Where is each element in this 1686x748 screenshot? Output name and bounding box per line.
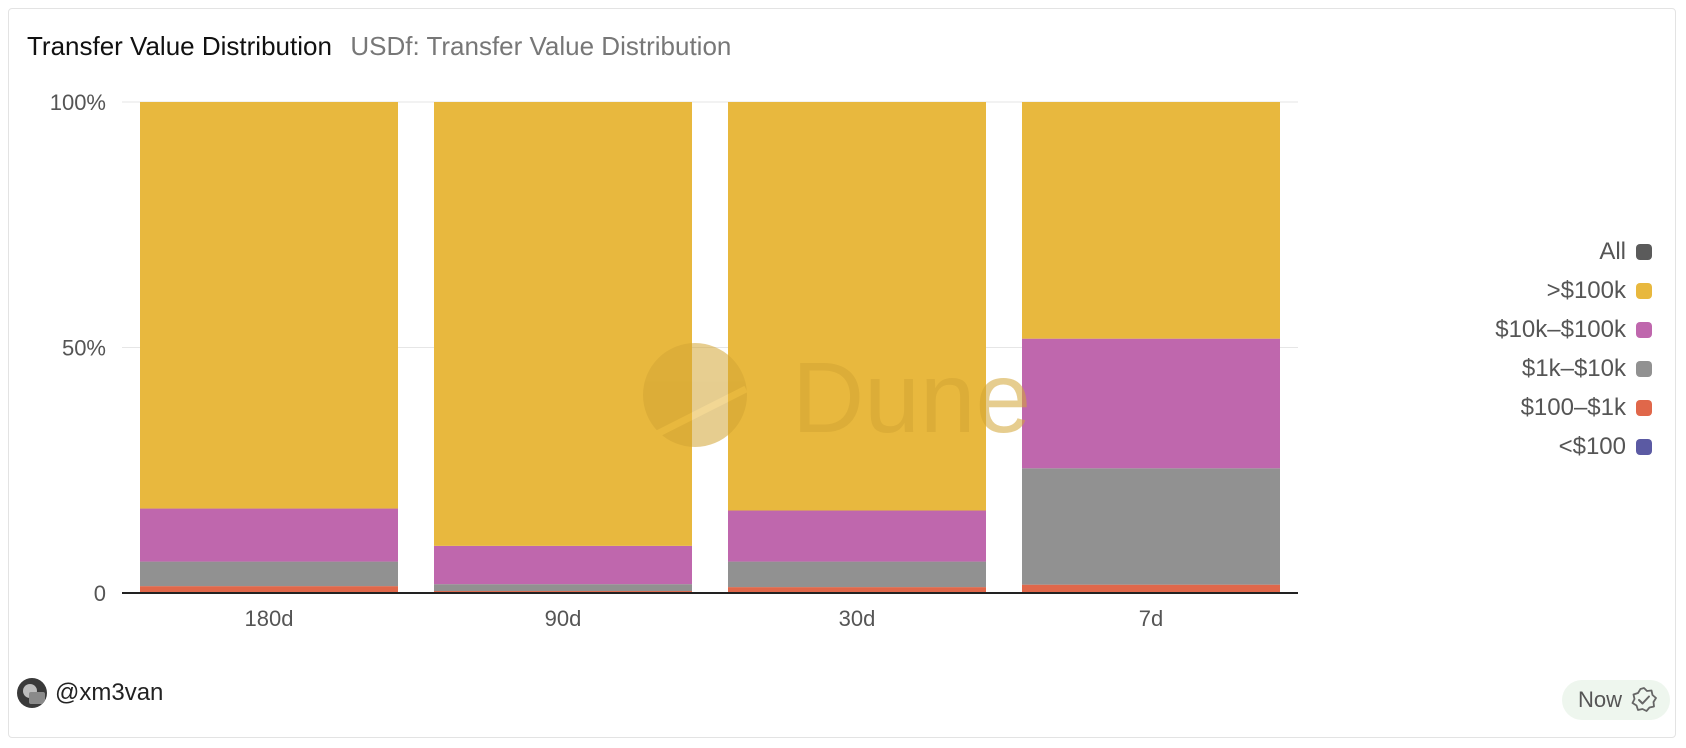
chart-legend: All >$100k $10k–$100k $1k–$10k $100–$1k <$100 — [1495, 232, 1652, 466]
username[interactable]: @xm3van — [55, 679, 164, 706]
dune-logo-icon — [643, 343, 747, 447]
bar-segment — [728, 102, 986, 511]
x-tick-label: 7d — [1139, 606, 1163, 631]
dune-logo-stroke — [653, 385, 748, 439]
legend-label: $10k–$100k — [1495, 315, 1626, 343]
legend-item[interactable]: $10k–$100k — [1495, 310, 1652, 349]
avatar[interactable] — [17, 678, 47, 708]
dune-watermark: Dune — [643, 342, 1031, 454]
bar-segment — [1022, 468, 1280, 585]
legend-item[interactable]: $100–$1k — [1495, 388, 1652, 427]
legend-swatch — [1636, 282, 1652, 299]
x-tick-label: 180d — [245, 606, 294, 631]
legend-label: $1k–$10k — [1521, 354, 1626, 382]
chart-title: Transfer Value Distribution — [27, 31, 332, 61]
legend-item[interactable]: $1k–$10k — [1495, 349, 1652, 388]
badge-label: Now — [1577, 687, 1622, 712]
legend-item[interactable]: All — [1495, 232, 1652, 271]
bars-group — [140, 102, 1280, 593]
legend-swatch — [1636, 360, 1652, 377]
bar-segment — [140, 561, 398, 587]
legend-item[interactable]: <$100 — [1495, 427, 1652, 466]
bar-segment — [434, 102, 692, 546]
legend-label: $100–$1k — [1520, 393, 1626, 421]
bar-segment — [434, 545, 692, 585]
y-tick-label: 50% — [62, 336, 106, 361]
legend-swatch — [1636, 438, 1652, 455]
freshness-badge[interactable]: Now — [1561, 680, 1670, 720]
legend-item[interactable]: >$100k — [1495, 271, 1652, 310]
legend-swatch — [1636, 399, 1652, 416]
bar-segment — [728, 587, 986, 593]
x-axis-ticks: 180d 90d 30d 7d — [245, 606, 1164, 631]
bar-segment — [1022, 102, 1280, 339]
bar-segment — [140, 102, 398, 509]
bar-segment — [434, 591, 692, 593]
legend-swatch — [1636, 243, 1652, 260]
legend-label: <$100 — [1558, 432, 1626, 460]
bar-segment — [1022, 338, 1280, 469]
author[interactable]: @xm3van — [17, 678, 163, 708]
bar-segment — [434, 584, 692, 592]
legend-label: >$100k — [1546, 276, 1626, 304]
dune-wordmark: Dune — [792, 342, 1031, 454]
y-axis-ticks: 0 50% 100% — [50, 90, 106, 606]
x-tick-label: 90d — [545, 606, 582, 631]
legend-swatch — [1636, 321, 1652, 338]
bar-segment — [140, 508, 398, 562]
bar-segment — [728, 561, 986, 588]
x-tick-label: 30d — [839, 606, 876, 631]
bar-segment — [140, 586, 398, 593]
bar-segment — [728, 510, 986, 562]
chart-subtitle: USDf: Transfer Value Distribution — [350, 31, 732, 61]
verified-check-icon — [1631, 687, 1657, 712]
chart-header: Transfer Value Distribution USDf: Transf… — [27, 31, 731, 62]
y-tick-label: 0 — [94, 581, 106, 606]
bar-segment — [1022, 584, 1280, 593]
y-tick-label: 100% — [50, 90, 106, 115]
legend-label: All — [1599, 237, 1626, 265]
